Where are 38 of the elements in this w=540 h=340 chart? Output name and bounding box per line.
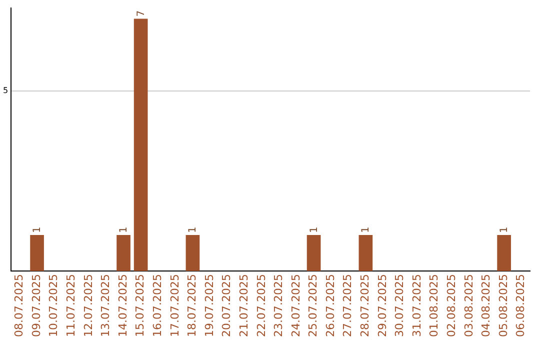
- x-tick-label: 01.08.2025: [428, 274, 441, 338]
- x-tick-label: 19.07.2025: [202, 274, 216, 338]
- y-tick-label: 5: [2, 86, 8, 95]
- x-tick-label: 10.07.2025: [47, 274, 60, 338]
- x-tick-label: 04.08.2025: [480, 274, 493, 338]
- x-tick-label: 13.07.2025: [99, 274, 112, 338]
- x-tick-label: 24.07.2025: [289, 274, 302, 338]
- x-tick-label: 25.07.2025: [306, 274, 320, 338]
- x-tick-label: 20.07.2025: [220, 274, 234, 338]
- data-label: 1: [118, 226, 130, 233]
- data-label: 1: [360, 226, 372, 233]
- x-tick-label: 08.07.2025: [12, 274, 26, 338]
- x-tick-label: 23.07.2025: [272, 274, 286, 338]
- x-tick-label: 28.07.2025: [358, 274, 372, 338]
- x-tick-label: 16.07.2025: [150, 274, 164, 338]
- data-label: 1: [308, 226, 320, 233]
- x-tick-label: 30.07.2025: [393, 274, 406, 338]
- x-tick-label: 26.07.2025: [324, 274, 337, 338]
- x-tick-label: 14.07.2025: [116, 274, 130, 338]
- x-tick-label: 03.08.2025: [462, 274, 476, 338]
- x-tick-label: 29.07.2025: [376, 274, 389, 338]
- x-tick-label: 12.07.2025: [82, 274, 95, 338]
- x-tick-label: 31.07.2025: [410, 274, 424, 338]
- x-tick-label: 05.08.2025: [496, 274, 510, 338]
- data-label: 7: [136, 10, 147, 17]
- x-tick-label: 02.08.2025: [445, 274, 458, 338]
- x-tick-label: 21.07.2025: [237, 274, 250, 338]
- x-tick-label: 27.07.2025: [341, 274, 354, 338]
- x-tick-label: 17.07.2025: [168, 274, 182, 338]
- x-tick-label: 11.07.2025: [64, 274, 78, 338]
- x-tick-label: 06.08.2025: [514, 274, 528, 338]
- x-tick-label: 22.07.2025: [254, 274, 268, 338]
- x-tick-label: 18.07.2025: [186, 274, 199, 338]
- x-tick-label: 15.07.2025: [134, 274, 147, 338]
- data-label: 1: [188, 226, 199, 233]
- data-label: 1: [499, 226, 510, 233]
- data-label: 1: [32, 226, 44, 233]
- x-tick-label: 09.07.2025: [30, 274, 43, 338]
